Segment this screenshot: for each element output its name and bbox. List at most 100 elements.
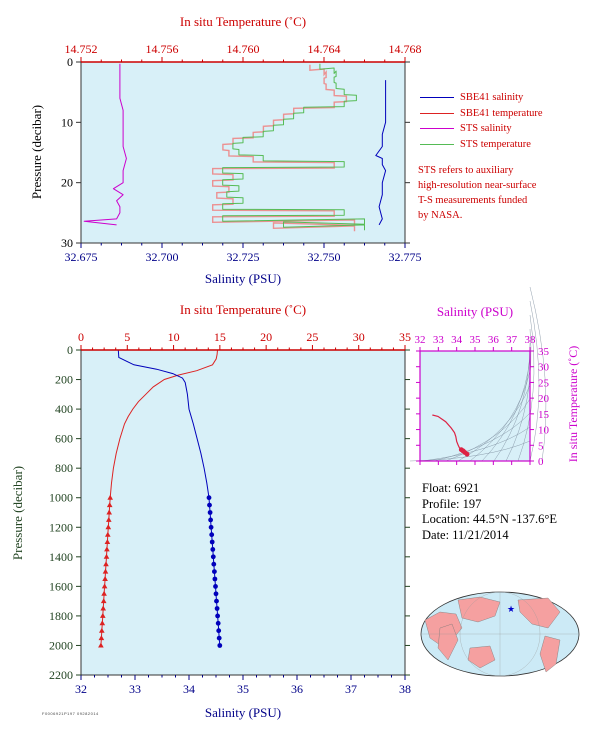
bottom-tick-label: 37	[345, 682, 357, 696]
density-contour	[469, 370, 531, 462]
density-contour	[421, 426, 531, 462]
y-tick-label: 600	[55, 432, 73, 446]
temperature-marker	[100, 612, 106, 618]
ts-x-tick-label: 38	[525, 334, 537, 346]
density-contour	[505, 328, 532, 462]
bottom-tick-label: 32	[75, 682, 87, 696]
legend-item: SBE41 salinity	[420, 90, 543, 106]
salinity-marker	[214, 598, 219, 604]
temperature-marker	[101, 583, 108, 589]
temperature-marker	[102, 576, 108, 581]
bottom-tick-label: 38	[399, 682, 411, 696]
series-line-sts-temperature-alt	[212, 64, 356, 232]
note-line: by NASA.	[418, 210, 463, 221]
ts-y-tick-label: 35	[538, 346, 550, 358]
salinity-marker	[209, 532, 215, 538]
temperature-marker	[107, 494, 113, 500]
top-tick-label: 10	[168, 330, 180, 344]
salinity-marker	[208, 517, 214, 523]
y-tick-label: 400	[55, 402, 73, 416]
ts-y-tick-label: 25	[538, 377, 550, 389]
ts-y-tick-label: 30	[538, 362, 550, 374]
top-plot-area	[81, 62, 405, 243]
top-salinity-axis-label: Salinity (PSU)	[205, 271, 281, 286]
temperature-marker	[105, 524, 112, 530]
salinity-marker	[215, 620, 221, 626]
location: Location: 44.5°N -137.6°E	[422, 512, 557, 526]
salinity-marker	[217, 643, 223, 648]
salinity-marker	[210, 554, 216, 560]
top-tick-label: 14.764	[308, 42, 341, 56]
bottom-tick-label: 34	[183, 682, 195, 696]
temperature-marker	[98, 642, 104, 648]
top-tick-label: 5	[124, 330, 130, 344]
top-tick-label: 35	[399, 330, 411, 344]
density-contour	[529, 300, 540, 462]
top-temperature-axis-label: In situ Temperature (˚C)	[180, 14, 306, 29]
sts-note: STS refers to auxiliary high-resolution …	[418, 163, 588, 223]
temperature-marker	[105, 531, 111, 537]
temperature-marker	[99, 620, 106, 626]
salinity-marker	[216, 635, 222, 641]
y-tick-label: 0	[67, 343, 73, 357]
y-tick-label: 1400	[49, 550, 73, 564]
temperature-marker	[103, 553, 110, 559]
top-panel: 14.752 14.756 14.760 14.764 14.768 32.675 32.7…	[29, 14, 422, 286]
ts-x-tick-label: 37	[506, 334, 518, 346]
temperature-marker	[102, 568, 109, 574]
density-contour	[445, 398, 531, 462]
bottom-tick-label: 32.750	[308, 250, 341, 264]
footer-code: F0006921P197 09282014	[42, 711, 99, 716]
continent-africa	[437, 623, 459, 661]
legend-label: STS salinity	[460, 123, 512, 134]
top-pressure-axis-label: Pressure (decibar)	[29, 105, 44, 199]
bottom-tick-label: 32.725	[227, 250, 260, 264]
y-tick-label: 1600	[49, 579, 73, 593]
ts-series-group	[432, 414, 470, 457]
main-panel: 0 5 10 15 20 25 30 35 32 33 34 35 36 37 38 0 200 400 600 80…	[10, 302, 411, 720]
continent-south-america	[539, 635, 561, 673]
y-tick-label: 800	[55, 461, 73, 475]
salinity-marker	[209, 539, 215, 545]
series-line-sbe41-temperature	[109, 349, 218, 498]
salinity-marker	[208, 524, 214, 530]
top-tick-label: 14.760	[227, 42, 260, 56]
salinity-marker	[214, 606, 220, 611]
continent-australia	[467, 645, 496, 669]
main-axes: 0 5 10 15 20 25 30 35 32 33 34 35 36 37 38 0 200 400 600 80…	[49, 330, 411, 696]
ts-y-tick-label: 5	[538, 440, 544, 452]
legend-label: SBE41 salinity	[460, 92, 524, 103]
main-plot-area	[81, 350, 405, 675]
note-line: STS refers to auxiliary	[418, 165, 514, 176]
map-graticule	[421, 591, 579, 677]
ts-x-tick-label: 34	[451, 334, 463, 346]
y-tick-label: 2000	[49, 638, 73, 652]
y-tick-label: 10	[61, 115, 73, 129]
y-tick-label: 1200	[49, 520, 73, 534]
continent-north-america	[517, 597, 561, 629]
density-contour	[433, 412, 531, 462]
temperature-marker	[98, 635, 105, 641]
y-tick-label: 1000	[49, 491, 73, 505]
legend-swatch	[420, 128, 454, 130]
temperature-marker	[100, 605, 106, 611]
top-tick-label: 14.756	[146, 42, 179, 56]
ts-x-tick-label: 32	[415, 334, 426, 346]
temperature-marker	[101, 590, 107, 596]
temperature-marker	[106, 502, 113, 508]
legend: SBE41 salinity SBE41 temperature STS sal…	[420, 90, 543, 152]
top-tick-label: 25	[306, 330, 318, 344]
bottom-tick-label: 32.775	[389, 250, 422, 264]
ts-y-tick-label: 15	[538, 409, 550, 421]
main-salinity-axis-label: Salinity (PSU)	[205, 705, 281, 720]
legend-swatch	[420, 97, 454, 99]
note-line: high-resolution near-surface	[418, 180, 537, 191]
y-tick-label: 200	[55, 373, 73, 387]
bottom-tick-label: 32.700	[146, 250, 179, 264]
y-tick-label: 0	[67, 55, 73, 69]
ts-diagram-panel: 32 33 34 35 36 37 38 0 5 10 15 20 25 30 35 Salinity (P…	[409, 286, 580, 468]
note-line: T-S measurements funded	[418, 195, 528, 206]
bottom-tick-label: 35	[237, 682, 249, 696]
top-tick-label: 20	[260, 330, 272, 344]
legend-item: STS temperature	[420, 137, 543, 153]
